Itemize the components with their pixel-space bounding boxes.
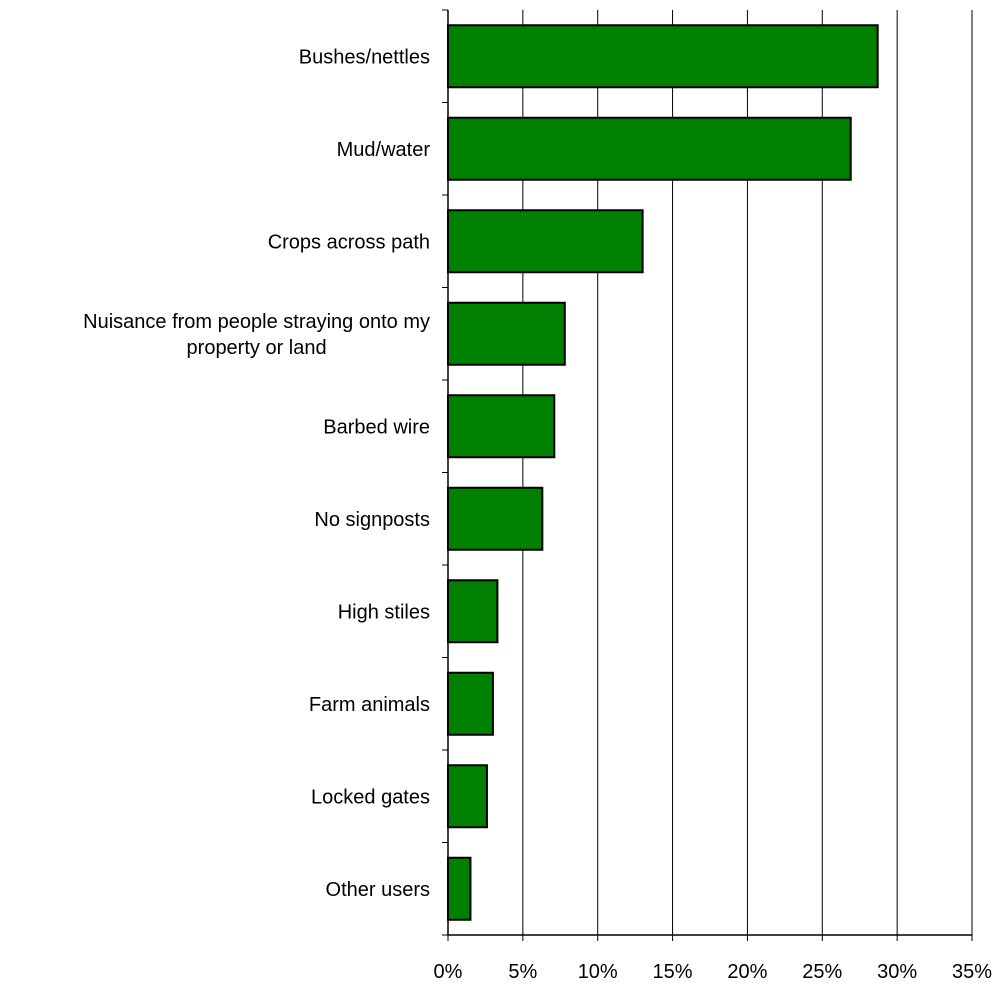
bar-9 xyxy=(447,856,472,921)
bar-6 xyxy=(447,579,499,644)
category-label-5: No signposts xyxy=(314,509,430,531)
category-label-9: Other users xyxy=(326,879,430,901)
x-tick-label-3: 15% xyxy=(653,961,693,983)
x-tick-label-0: 0% xyxy=(434,961,463,983)
category-label-6: High stiles xyxy=(338,601,430,623)
category-label-7: Farm animals xyxy=(309,694,430,716)
bar-7 xyxy=(447,671,494,736)
bar-8 xyxy=(447,764,488,829)
x-tick-label-6: 30% xyxy=(877,961,917,983)
x-tick-label-1: 5% xyxy=(508,961,537,983)
category-label-4: Barbed wire xyxy=(323,416,430,438)
x-tick-label-7: 35% xyxy=(952,961,992,983)
bar-5 xyxy=(447,486,544,551)
category-label-8: Locked gates xyxy=(311,786,430,808)
x-tick-labels: 0% 5% 10% 15% 20% 25% 30% 35% xyxy=(434,961,993,983)
category-label-0: Bushes/nettles xyxy=(299,46,430,68)
bar-1 xyxy=(447,116,852,181)
bar-4 xyxy=(447,394,556,459)
category-label-3: Nuisance from people straying onto my pro… xyxy=(83,311,430,359)
category-label-1: Mud/water xyxy=(337,139,431,161)
bar-0 xyxy=(447,24,879,89)
category-labels: Bushes/nettles Mud/water Crops across path… xyxy=(83,46,430,901)
bar-3 xyxy=(447,301,566,366)
axes xyxy=(442,9,973,941)
x-tick-label-2: 10% xyxy=(578,961,618,983)
bars xyxy=(447,24,879,921)
bar-2 xyxy=(447,209,644,274)
x-tick-label-5: 25% xyxy=(802,961,842,983)
x-tick-label-4: 20% xyxy=(727,961,767,983)
category-label-2: Crops across path xyxy=(268,231,430,253)
